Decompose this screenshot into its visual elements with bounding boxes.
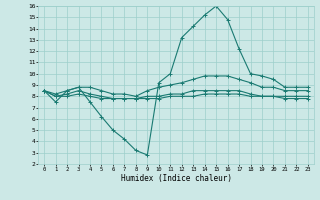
- X-axis label: Humidex (Indice chaleur): Humidex (Indice chaleur): [121, 174, 231, 183]
